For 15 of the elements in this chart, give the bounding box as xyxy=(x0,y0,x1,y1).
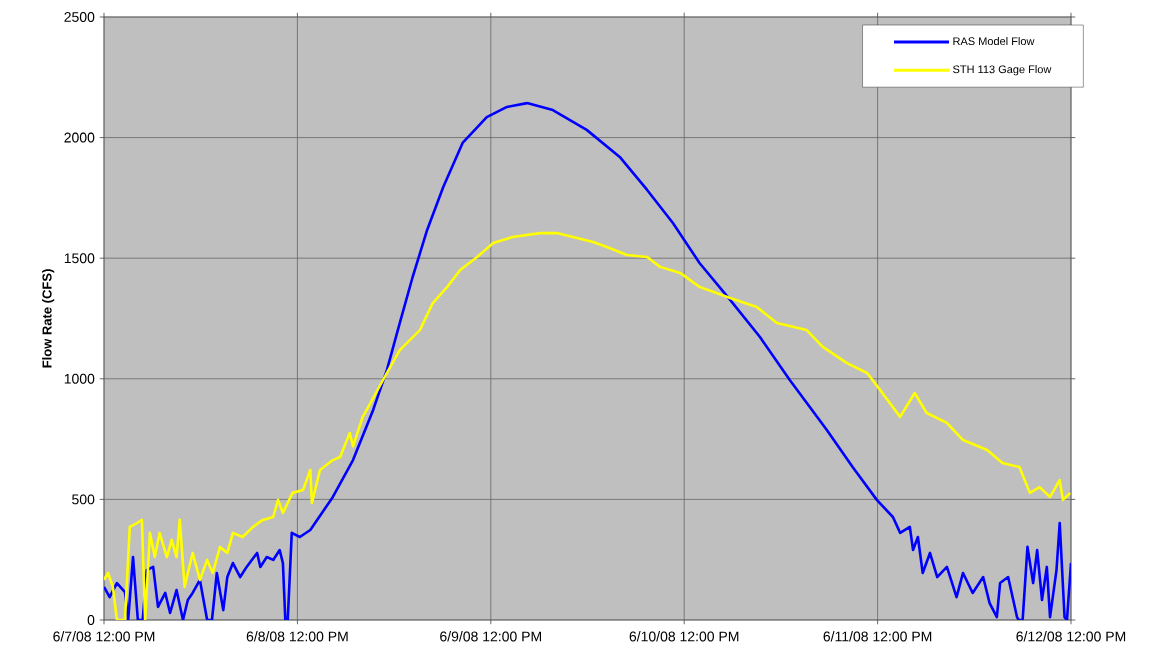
legend-label: RAS Model Flow xyxy=(953,37,1035,46)
x-tick-label: 6/9/08 12:00 PM xyxy=(440,631,542,642)
y-tick-label: 2000 xyxy=(64,132,95,143)
x-tick-label: 6/11/08 12:00 PM xyxy=(823,631,932,642)
y-tick-label: 500 xyxy=(72,494,95,505)
y-tick-label: 0 xyxy=(87,615,95,625)
x-tick-label: 6/10/08 12:00 PM xyxy=(629,631,739,642)
y-tick-label: 2500 xyxy=(64,12,95,22)
y-tick-label: 1500 xyxy=(64,253,95,264)
y-tick-label: 1000 xyxy=(64,373,95,384)
x-tick-label: 6/8/08 12:00 PM xyxy=(246,631,348,642)
legend-label: STH 113 Gage Flow xyxy=(953,65,1052,76)
x-tick-label: 6/12/08 12:00 PM xyxy=(1016,631,1126,642)
x-tick-label: 6/7/08 12:00 PM xyxy=(53,631,155,642)
y-axis-title: Flow Rate (CFS) xyxy=(42,269,55,368)
